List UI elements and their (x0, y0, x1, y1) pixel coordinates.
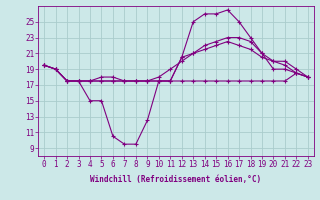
X-axis label: Windchill (Refroidissement éolien,°C): Windchill (Refroidissement éolien,°C) (91, 175, 261, 184)
